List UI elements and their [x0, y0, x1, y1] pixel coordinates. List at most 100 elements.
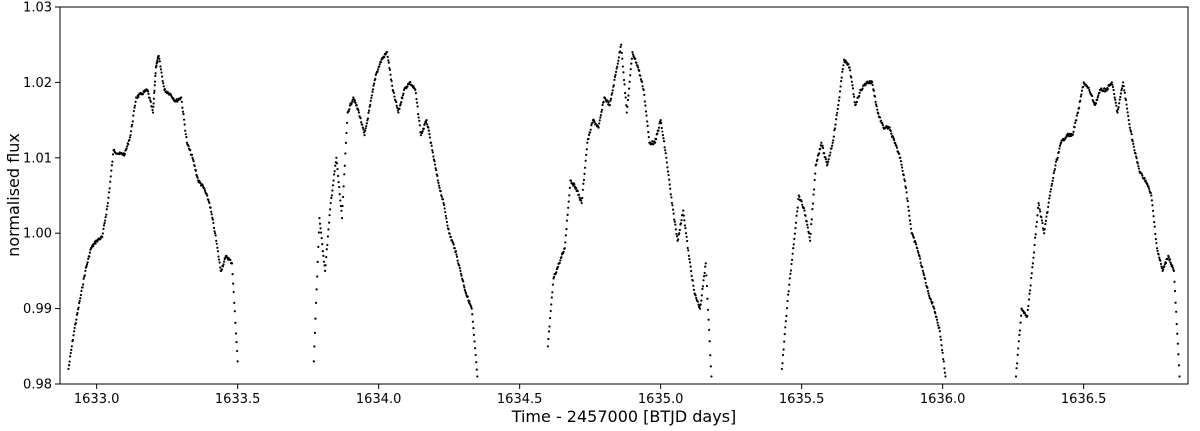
data-point — [1141, 174, 1144, 177]
data-point — [943, 367, 946, 370]
data-point — [547, 330, 551, 333]
data-point — [162, 82, 165, 85]
data-point — [459, 269, 462, 272]
data-point — [342, 195, 345, 199]
data-point — [673, 220, 676, 223]
data-point — [339, 199, 342, 202]
data-point — [599, 116, 602, 119]
data-point — [589, 131, 592, 134]
data-point — [1115, 109, 1119, 112]
data-point — [146, 90, 150, 93]
data-point — [442, 201, 445, 205]
data-point — [818, 152, 821, 155]
data-point — [452, 241, 455, 245]
data-point — [314, 317, 317, 320]
data-point — [345, 121, 349, 124]
data-point — [1151, 209, 1155, 212]
data-point — [313, 331, 317, 335]
data-point — [78, 301, 81, 305]
data-point — [675, 235, 679, 238]
data-point — [191, 156, 194, 159]
data-point — [1176, 332, 1179, 335]
data-point — [566, 213, 569, 216]
data-point — [611, 89, 614, 92]
data-point — [584, 159, 587, 162]
data-point — [834, 118, 838, 121]
data-point — [701, 285, 705, 288]
data-point — [646, 124, 649, 127]
data-point — [784, 326, 787, 329]
data-point — [318, 222, 322, 225]
data-point — [793, 237, 796, 240]
data-point — [1155, 247, 1159, 250]
data-point — [133, 104, 137, 107]
data-point — [1132, 145, 1135, 148]
data-point — [315, 288, 318, 291]
data-point — [446, 224, 449, 227]
data-point — [621, 57, 624, 60]
data-point — [671, 208, 675, 211]
data-point — [192, 160, 195, 163]
data-point — [129, 130, 133, 133]
data-point — [428, 133, 431, 136]
data-point — [556, 265, 560, 268]
data-point — [581, 196, 584, 200]
data-point — [393, 95, 396, 98]
data-point — [474, 353, 477, 357]
data-point — [1113, 96, 1116, 99]
data-point — [408, 82, 411, 86]
data-point — [357, 109, 360, 112]
data-point — [874, 100, 877, 103]
data-point — [701, 287, 704, 291]
data-point — [1030, 276, 1033, 280]
y-axis-label: normalised flux — [4, 133, 23, 257]
data-point — [344, 152, 347, 155]
data-point — [414, 88, 417, 92]
data-point — [929, 298, 932, 301]
data-point — [657, 129, 660, 132]
data-point — [152, 97, 156, 100]
data-point — [690, 274, 693, 278]
data-point — [858, 91, 861, 94]
data-point — [1017, 347, 1020, 350]
data-point — [598, 119, 601, 122]
data-point — [700, 299, 703, 302]
data-point — [671, 204, 674, 207]
data-point — [926, 290, 930, 293]
data-point — [832, 139, 835, 142]
data-point — [379, 61, 383, 64]
data-point — [1116, 111, 1119, 114]
data-point — [919, 261, 922, 264]
data-point — [1112, 88, 1115, 92]
data-point — [313, 345, 316, 348]
data-point — [172, 97, 175, 100]
data-point — [652, 143, 655, 146]
data-point — [203, 189, 207, 192]
data-point — [670, 196, 673, 199]
data-point — [1152, 215, 1155, 218]
data-point — [326, 243, 329, 247]
data-point — [1149, 191, 1152, 194]
data-point — [454, 250, 458, 253]
data-point — [797, 198, 800, 201]
data-point — [599, 114, 602, 117]
data-point — [941, 349, 944, 352]
data-point — [149, 100, 152, 104]
data-point — [791, 252, 794, 255]
data-point — [1124, 98, 1128, 102]
data-point — [691, 279, 694, 282]
data-point — [323, 269, 327, 272]
data-point — [861, 87, 864, 90]
data-point — [450, 239, 454, 242]
data-point — [802, 206, 806, 210]
data-point — [669, 193, 672, 196]
data-point — [317, 231, 320, 234]
data-point — [931, 301, 934, 304]
data-point — [1079, 95, 1082, 98]
data-point — [1033, 243, 1036, 247]
data-point — [1056, 158, 1059, 161]
data-point — [871, 81, 874, 84]
data-point — [312, 360, 315, 363]
data-point — [1080, 89, 1084, 92]
data-point — [642, 88, 645, 92]
